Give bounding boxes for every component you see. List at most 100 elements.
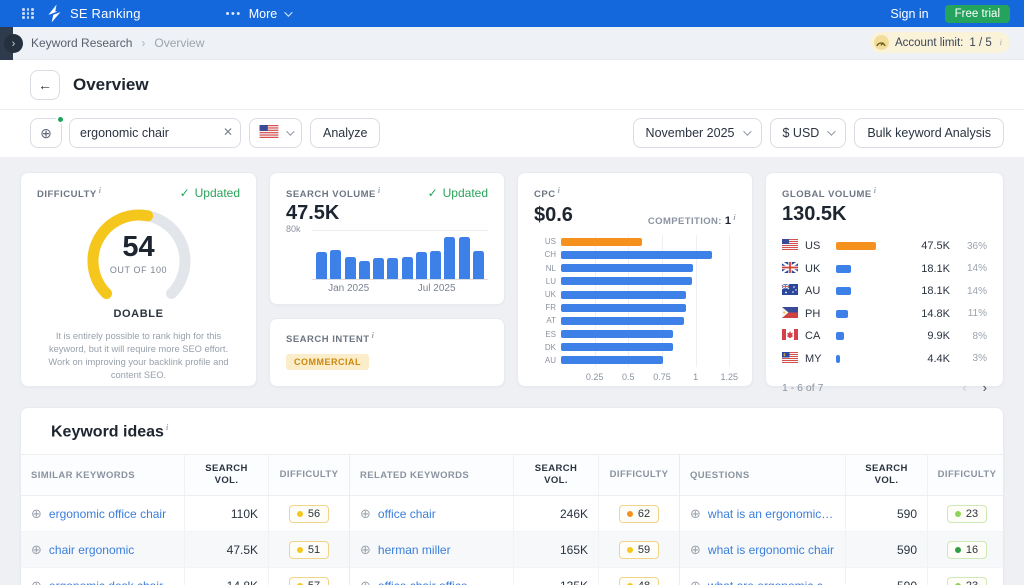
country-label: CH [544, 250, 556, 260]
difficulty-cell: 23 [927, 568, 1003, 585]
difficulty-cell: 23 [927, 496, 1003, 532]
info-icon[interactable]: i [733, 213, 736, 222]
free-trial-button[interactable]: Free trial [944, 4, 1010, 23]
search-intent-label: SEARCH INTENT i [286, 331, 375, 346]
clear-input-icon[interactable]: ✕ [222, 125, 233, 139]
info-icon[interactable]: i [999, 38, 1002, 47]
keyword-input[interactable] [69, 118, 241, 148]
pagination-prev-icon[interactable]: ‹ [962, 380, 967, 396]
pagination-next-icon[interactable]: › [982, 380, 987, 396]
country-label: AU [544, 355, 556, 365]
add-keyword-icon[interactable]: ⊕ [690, 505, 701, 521]
difficulty-description: It is entirely possible to rank high for… [48, 331, 229, 381]
keyword-link[interactable]: what is an ergonomic c… [707, 506, 835, 521]
keyword-link[interactable]: office chair [377, 506, 436, 521]
cpc-chart: US CH NL LU UK FR AT ES DK AU 0.25 0.5 0.75 1 1.25 [534, 235, 739, 385]
add-keyword-icon[interactable]: ⊕ [690, 541, 701, 557]
add-keyword-icon[interactable]: ⊕ [31, 578, 42, 585]
currency-select[interactable]: $ USD [769, 118, 847, 148]
country-code: UK [805, 262, 821, 275]
info-icon[interactable]: i [371, 331, 375, 340]
add-keyword-icon[interactable]: ⊕ [690, 578, 701, 585]
volume-percent: 36% [966, 240, 987, 252]
chevron-down-icon [742, 127, 752, 136]
add-keyword-button[interactable]: ⊕ [30, 115, 65, 148]
volume-bar [430, 251, 442, 280]
volume-value: 18.1K [921, 262, 950, 275]
add-keyword-icon[interactable]: ⊕ [31, 541, 42, 557]
region-select[interactable] [249, 118, 302, 148]
analyze-button[interactable]: Analyze [310, 118, 381, 148]
apps-grid-icon[interactable] [22, 8, 34, 19]
keyword-link[interactable]: what is ergonomic chair [707, 542, 834, 557]
page-title: Overview [73, 75, 149, 94]
bulk-analysis-button[interactable]: Bulk keyword Analysis [854, 118, 1004, 148]
volume-bar [836, 287, 852, 296]
keyword-link[interactable]: ergonomic office chair [48, 506, 167, 521]
x-axis-tick: 1 [693, 372, 699, 383]
cpc-bar [561, 303, 687, 312]
x-axis-tick: 0.75 [653, 372, 671, 383]
account-limit-value: 1 / 5 [969, 36, 992, 49]
column-header: DIFFICULTY [598, 455, 679, 496]
keyword-link[interactable]: ergonomic desk chair [49, 579, 163, 585]
difficulty-badge: 51 [288, 540, 330, 559]
country-code: AU [805, 285, 821, 298]
period-select[interactable]: November 2025 [632, 118, 762, 148]
info-icon[interactable]: i [557, 186, 561, 195]
volume-bar [836, 309, 849, 318]
x-axis-tick: 1.25 [720, 372, 739, 383]
cpc-bar [561, 330, 673, 339]
volume-bar [472, 251, 484, 280]
keyword-link[interactable]: office chair office [378, 579, 468, 585]
info-icon[interactable]: i [873, 186, 877, 195]
country-volume-row: PH 14.8K 11% [782, 303, 987, 326]
add-keyword-icon[interactable]: ⊕ [360, 541, 371, 557]
info-icon[interactable]: i [165, 423, 169, 432]
volume-bar [401, 256, 413, 280]
info-icon[interactable]: i [377, 186, 381, 195]
table-row: ⊕ ergonomic desk chair 14.8K 57 [21, 568, 349, 585]
difficulty-cell: 59 [598, 532, 679, 568]
nav-more-menu[interactable]: ••• More [226, 7, 293, 21]
check-icon: ✓ [179, 186, 190, 200]
country-volume-row: US 47.5K 36% [782, 235, 987, 258]
difficulty-verdict: DOABLE [113, 308, 164, 321]
breadcrumb: Keyword Research › Overview [31, 36, 204, 50]
brand-logo[interactable]: SE Ranking [46, 4, 141, 23]
back-button[interactable]: ← [30, 70, 60, 100]
difficulty-cell: 62 [598, 496, 679, 532]
cpc-bar [561, 237, 642, 246]
column-header: SIMILAR KEYWORDS [31, 469, 136, 481]
status-dot [56, 115, 65, 124]
table-row: ⊕ office chair office 135K 48 [350, 568, 679, 585]
intent-badge: COMMERCIAL [286, 354, 369, 371]
column-header: SEARCH VOL. [845, 455, 927, 496]
add-keyword-icon[interactable]: ⊕ [360, 578, 371, 585]
volume-value: 47.5K [921, 240, 950, 253]
volume-percent: 8% [972, 330, 987, 342]
keyword-link[interactable]: herman miller [377, 542, 451, 557]
difficulty-badge: 23 [946, 504, 988, 523]
search-volume-value: 246K [513, 496, 598, 532]
chevron-down-icon [284, 7, 293, 17]
add-keyword-icon[interactable]: ⊕ [360, 505, 371, 521]
add-keyword-icon[interactable]: ⊕ [31, 505, 42, 521]
account-limit-label: Account limit: [894, 36, 964, 49]
keyword-link[interactable]: what are ergonomic ch… [708, 579, 835, 585]
sign-in-link[interactable]: Sign in [890, 6, 929, 21]
cpc-bar [561, 264, 693, 273]
search-volume-value: 590 [845, 496, 927, 532]
breadcrumb-section[interactable]: Keyword Research [31, 36, 133, 50]
keyword-link[interactable]: chair ergonomic [48, 542, 135, 557]
info-icon[interactable]: i [98, 186, 102, 195]
search-intent-card: SEARCH INTENT i COMMERCIAL [269, 318, 505, 387]
sidebar-expand-button[interactable]: › [4, 34, 23, 53]
difficulty-cell: 57 [268, 568, 349, 585]
top-nav: SE Ranking ••• More Sign in Free trial [0, 0, 1024, 27]
volume-bar [444, 236, 456, 280]
chevron-right-icon: › [11, 37, 16, 50]
country-label: UK [544, 290, 556, 299]
x-axis-tick: Jul 2025 [417, 283, 456, 295]
global-volume-card: GLOBAL VOLUME i 130.5K US 47.5K 36% UK 18.1K 1… [765, 172, 1004, 395]
